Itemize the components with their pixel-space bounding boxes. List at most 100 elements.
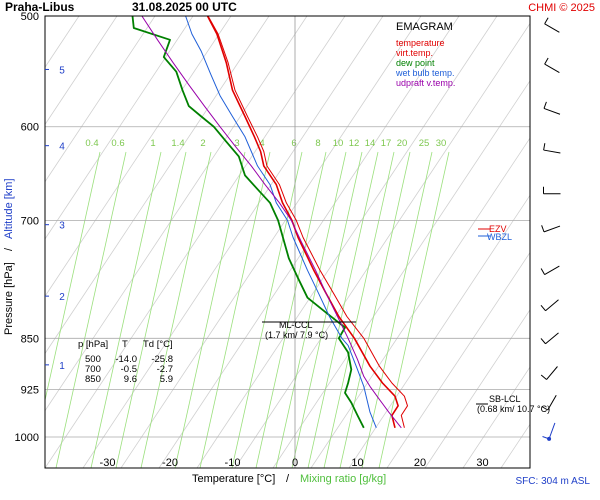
wind-barb-feather xyxy=(541,406,548,411)
wind-barb xyxy=(543,143,561,154)
wind-barb-feather xyxy=(540,268,546,275)
levels-table: p [hPa] T Td [°C] 500 -14.0 -25.8 700 -0… xyxy=(78,339,173,385)
dry-adiabat-line xyxy=(539,16,600,468)
table-header-t: T xyxy=(122,339,128,350)
wind-barb-staff xyxy=(544,265,560,275)
wind-barb-staff xyxy=(544,23,560,33)
dry-adiabat-line xyxy=(158,16,460,468)
dry-adiabat-line xyxy=(45,16,80,68)
wind-barb-staff xyxy=(543,149,561,154)
mixing-ratio-line xyxy=(361,151,433,468)
wind-barb xyxy=(541,225,561,233)
wind-barb-feather xyxy=(541,225,545,233)
x-axis-title-temperature: Temperature [°C] xyxy=(192,473,275,485)
altitude-tick-label: 3 xyxy=(59,221,65,232)
altitude-tick-label: 1 xyxy=(59,361,65,372)
wind-barb-feather xyxy=(543,143,546,151)
wind-barb-staff xyxy=(544,63,560,74)
temperature-tick-label: 30 xyxy=(476,457,488,469)
temperature-tick-label: -10 xyxy=(225,457,241,469)
x-axis-title-mixing: Mixing ratio [g/kg] xyxy=(300,473,386,485)
altitude-tick-label: 2 xyxy=(59,292,65,303)
y-axis-title-pressure: Pressure [hPa] xyxy=(3,262,15,335)
mixing-ratio-label: 17 xyxy=(381,138,392,149)
dry-adiabat-line xyxy=(120,16,422,468)
dry-adiabat-line xyxy=(45,16,270,355)
chart-background-grid: 0.4 0.6 1 1.4 2 3 4 6 8 10 12 14 17 20 25 30 xyxy=(0,16,600,468)
legend-item-temperature: temperature xyxy=(396,38,445,48)
series-virt-temp xyxy=(207,16,408,428)
pressure-tick-label: 1000 xyxy=(15,432,39,444)
mixing-ratio-label: 2 xyxy=(200,138,205,149)
dry-adiabat-line xyxy=(45,16,194,240)
dry-adiabat-line xyxy=(45,16,308,412)
legend-item-dew-point: dew point xyxy=(396,58,435,68)
mixing-ratio-line xyxy=(140,151,212,468)
wind-barb-feather xyxy=(544,57,549,65)
wind-barb xyxy=(543,186,561,195)
mixing-ratio-label: 0.4 xyxy=(85,138,98,149)
wind-barb-staff xyxy=(545,332,559,345)
mixing-ratio-line xyxy=(291,151,363,468)
legend-item-wet-bulb: wet bulb temp. xyxy=(395,68,455,78)
ml-lcl-label: ML-CCL xyxy=(279,320,313,330)
mixing-ratio-label: 8 xyxy=(315,138,320,149)
mixing-ratio-line xyxy=(323,151,395,468)
mixing-ratio-line xyxy=(231,151,303,468)
credit-text: CHMI © 2025 xyxy=(528,2,595,14)
series-dew-point xyxy=(131,16,365,429)
y-axis-title-group: Pressure [hPa] / Altitude [km] xyxy=(3,178,15,335)
table-cell: -25.8 xyxy=(151,354,173,365)
surface-elevation: SFC: 304 m ASL xyxy=(516,476,591,487)
mixing-ratio-line xyxy=(55,151,127,468)
dry-adiabat-line xyxy=(45,16,118,126)
dry-adiabat-line xyxy=(348,194,530,468)
dry-adiabat-line xyxy=(0,16,41,468)
wind-barb xyxy=(542,422,556,441)
wind-barb-staff xyxy=(546,366,558,380)
x-axis-title-sep: / xyxy=(286,473,290,485)
wind-barbs xyxy=(540,17,561,441)
table-header-td: Td [°C] xyxy=(143,339,173,350)
legend: EMAGRAM temperature virt.temp. dew point… xyxy=(395,21,455,88)
pressure-tick-label: 925 xyxy=(21,385,39,397)
wind-barb-staff xyxy=(545,299,559,312)
mixing-ratio-line xyxy=(378,151,450,468)
mixing-ratio-line xyxy=(199,151,271,468)
altitude-tick-label: 4 xyxy=(59,142,65,153)
temperature-tick-label: 0 xyxy=(292,457,298,469)
dry-adiabat-line xyxy=(310,137,530,468)
legend-item-updraft: udpraft v.temp. xyxy=(396,78,455,88)
legend-item-virt-temp: virt.temp. xyxy=(396,48,433,58)
altitude-tick-label: 5 xyxy=(59,65,65,76)
wind-barb-staff xyxy=(543,107,561,115)
dry-adiabat-line xyxy=(45,16,232,297)
temperature-tick-label: 20 xyxy=(414,457,426,469)
dry-adiabat-line xyxy=(424,309,530,468)
wind-barb-staff xyxy=(548,422,556,440)
dry-adiabat-line xyxy=(45,16,156,183)
y-axis-title-sep: / xyxy=(3,247,15,251)
table-cell: 5.9 xyxy=(160,374,173,385)
wind-barb xyxy=(543,101,561,115)
mixing-ratio-label: 20 xyxy=(397,138,408,149)
wind-barb xyxy=(544,17,560,33)
mixing-ratio-line xyxy=(255,151,327,468)
mixing-ratio-line xyxy=(45,151,101,403)
mixing-ratio-label: 3 xyxy=(234,138,239,149)
wind-barb-feather xyxy=(540,305,546,312)
table-cell: -2.7 xyxy=(157,364,173,375)
y-axis-title-altitude: Altitude [km] xyxy=(3,178,15,239)
mixing-ratio-line xyxy=(115,151,187,468)
sounding-datetime: 31.08.2025 00 UTC xyxy=(132,0,237,14)
wind-barb xyxy=(540,366,558,380)
mixing-ratio-line xyxy=(275,151,347,468)
dry-adiabat-line xyxy=(0,16,3,468)
table-cell: 500 xyxy=(85,354,101,365)
wind-barb xyxy=(540,299,559,312)
mixing-ratio-label: 10 xyxy=(333,138,344,149)
mixing-ratio-line xyxy=(339,151,411,468)
wind-barb xyxy=(540,265,560,275)
